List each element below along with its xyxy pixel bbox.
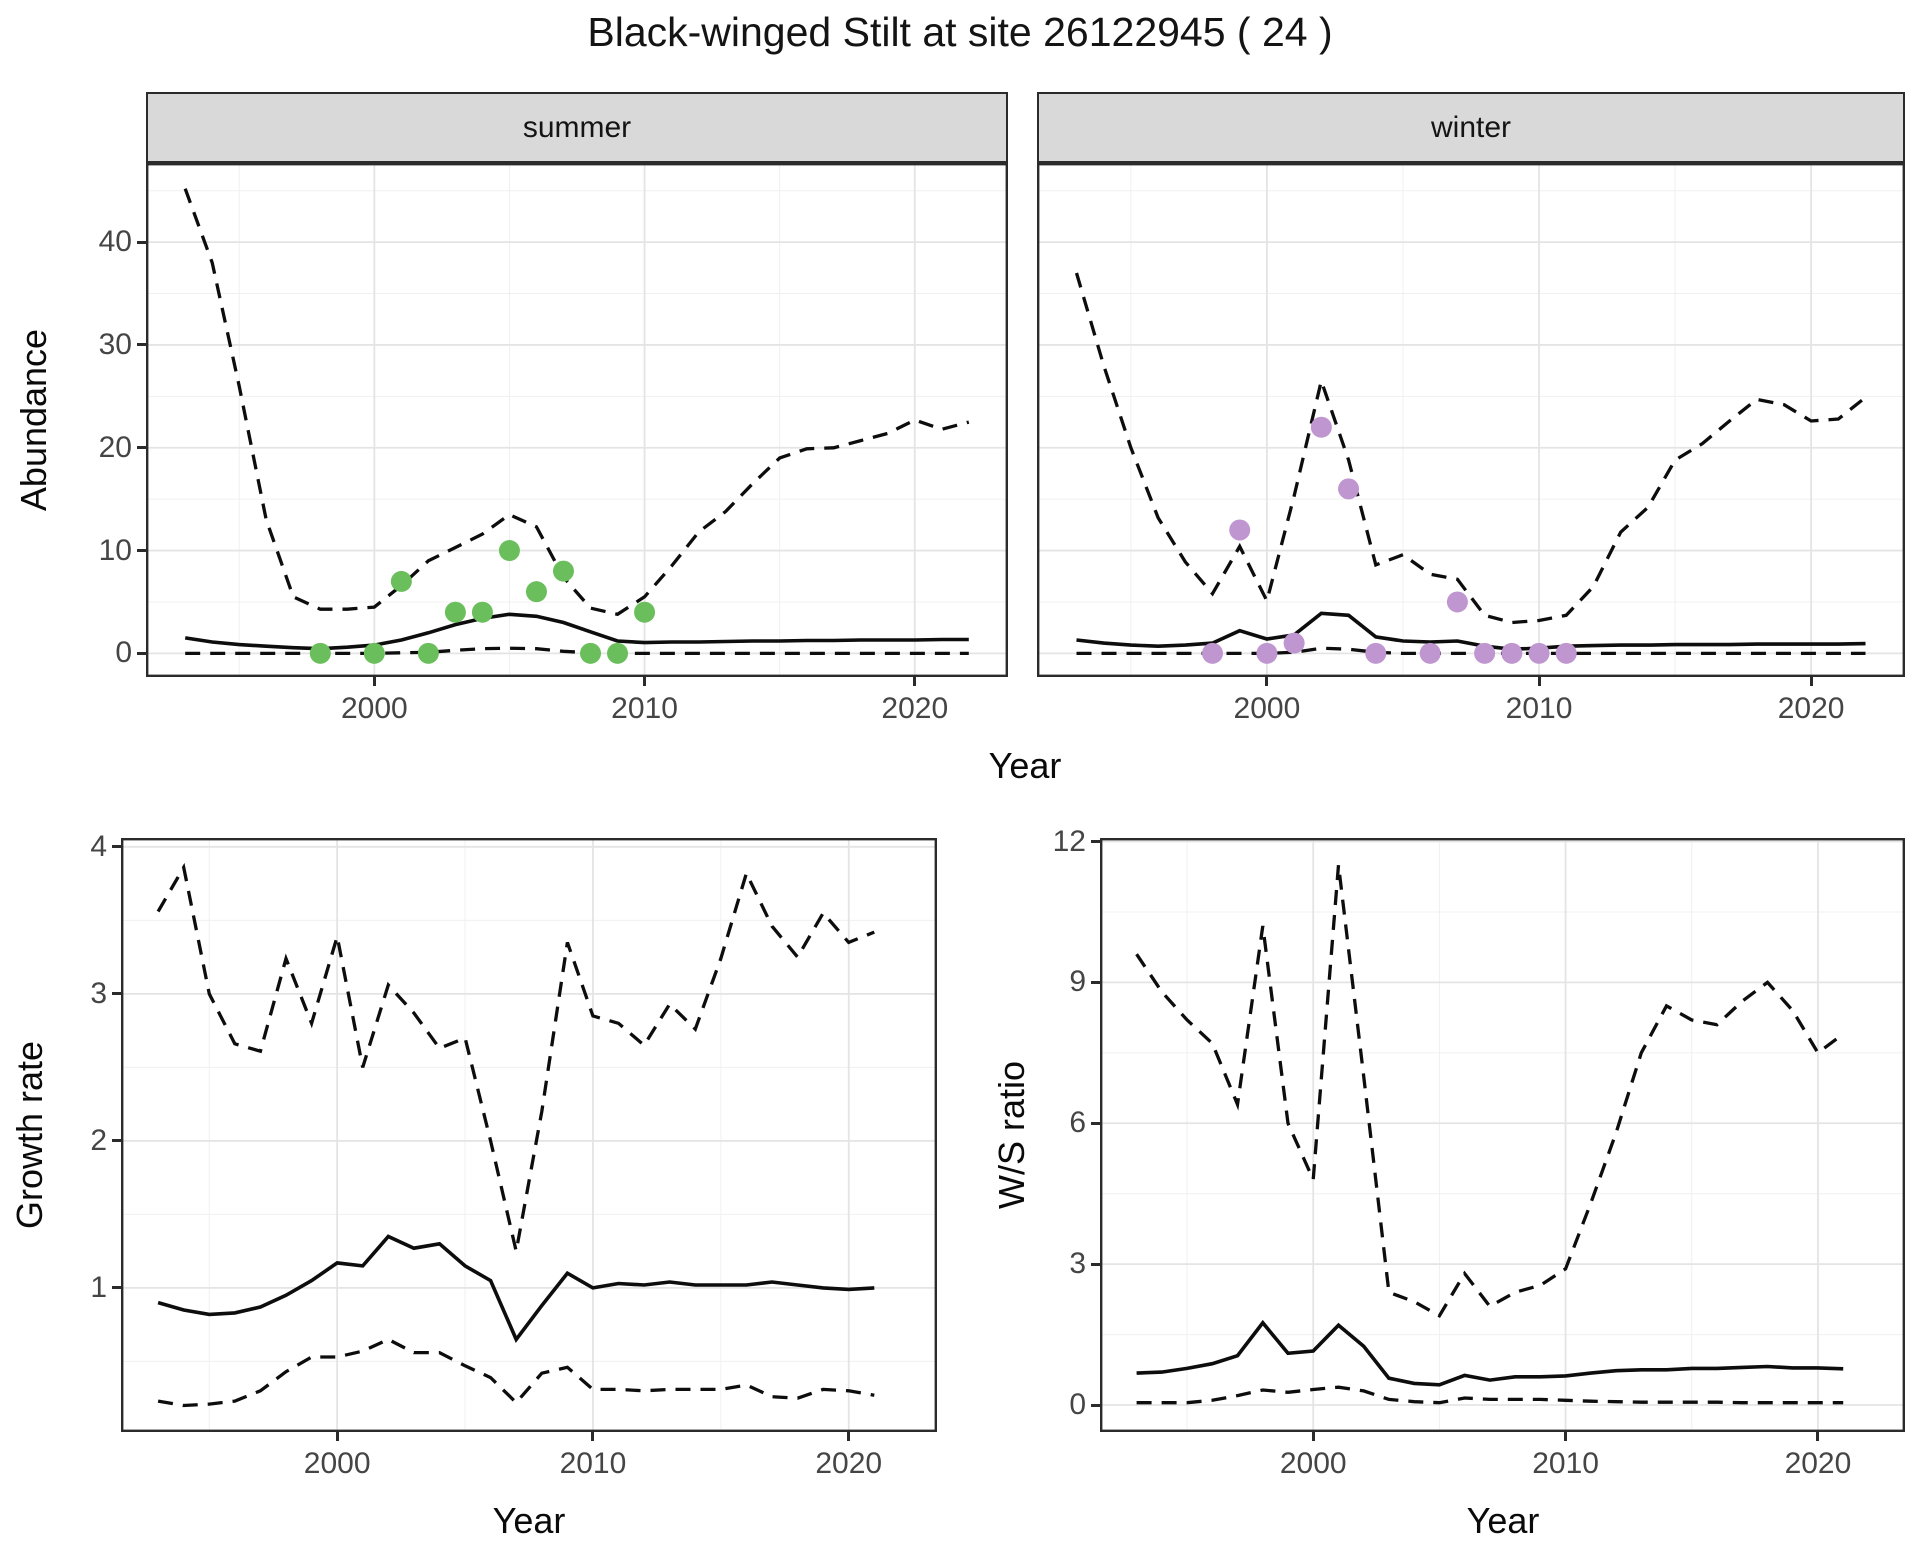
y-tick-label: 0 xyxy=(1069,1388,1086,1421)
y-tick-mark xyxy=(1091,1403,1100,1407)
series-fitted xyxy=(1136,1319,1844,1387)
series-upper_95ci xyxy=(183,188,970,617)
y-tick-mark xyxy=(137,549,146,553)
panel-abundance-winter xyxy=(1037,163,1905,677)
y-tick-mark xyxy=(137,446,146,450)
x-tick-mark xyxy=(643,677,647,686)
facet-strip-summer: summer xyxy=(146,92,1008,163)
observed-point xyxy=(471,601,493,623)
observed-point xyxy=(1474,642,1496,664)
panel-abundance-summer xyxy=(146,163,1008,677)
observed-point xyxy=(1528,642,1550,664)
y-tick-label: 6 xyxy=(1069,1106,1086,1140)
x-tick-label: 2000 xyxy=(1279,1447,1347,1480)
y-tick-label: 30 xyxy=(98,327,132,361)
chart-title: Black-winged Stilt at site 26122945 ( 24… xyxy=(587,9,1333,55)
observed-point xyxy=(309,642,331,664)
y-tick-mark xyxy=(1091,980,1100,984)
observed-point xyxy=(1555,642,1577,664)
x-axis-title-top: Year xyxy=(988,745,1062,786)
x-tick-mark xyxy=(1809,677,1813,686)
x-tick-label: 2010 xyxy=(1532,1447,1599,1480)
x-tick-mark xyxy=(1537,677,1541,686)
x-tick-mark xyxy=(1564,1432,1568,1441)
y-tick-mark xyxy=(112,1139,121,1143)
x-tick-mark xyxy=(913,677,917,686)
observed-point xyxy=(525,581,547,603)
x-tick-mark xyxy=(1265,677,1269,686)
observed-point xyxy=(498,540,520,562)
observed-point xyxy=(607,642,629,664)
y-tick-mark xyxy=(137,343,146,347)
x-tick-label: 2010 xyxy=(611,692,678,725)
observed-point xyxy=(580,642,602,664)
x-tick-label: 2010 xyxy=(559,1447,627,1480)
observed-point xyxy=(1283,632,1305,654)
observed-point xyxy=(1229,519,1251,541)
series-upper_95ci xyxy=(1135,864,1845,1319)
x-tick-label: 2020 xyxy=(1784,1447,1852,1480)
y-tick-label: 12 xyxy=(1052,824,1086,858)
y-tick-label: 10 xyxy=(98,533,132,567)
y-tick-mark xyxy=(1091,1121,1100,1125)
observed-point xyxy=(634,601,656,623)
x-tick-label: 2000 xyxy=(340,692,408,725)
observed-point xyxy=(1365,642,1387,664)
y-tick-mark xyxy=(1091,840,1100,844)
y-tick-mark xyxy=(137,240,146,244)
panel-ws-ratio xyxy=(1100,838,1905,1432)
y-tick-mark xyxy=(112,1286,121,1290)
x-axis-title-growth: Year xyxy=(492,1500,566,1541)
observed-point xyxy=(552,560,574,582)
x-tick-label: 2020 xyxy=(815,1447,883,1480)
y-tick-label: 3 xyxy=(90,976,107,1010)
series-fitted xyxy=(1076,611,1866,652)
y-tick-mark xyxy=(1091,1262,1100,1266)
x-tick-mark xyxy=(372,677,376,686)
y-tick-label: 0 xyxy=(115,636,132,670)
y-tick-label: 20 xyxy=(98,430,132,464)
x-tick-label: 2020 xyxy=(881,692,949,725)
series-lower_95ci xyxy=(1136,1385,1844,1405)
observed-point xyxy=(417,642,439,664)
x-tick-label: 2010 xyxy=(1505,692,1573,725)
y-tick-mark xyxy=(112,992,121,996)
facet-strip-winter: winter xyxy=(1037,92,1905,163)
observed-point xyxy=(444,601,466,623)
series-lower_95ci xyxy=(157,1337,875,1408)
x-tick-mark xyxy=(1311,1432,1315,1441)
y-tick-label: 4 xyxy=(90,829,107,863)
y-tick-label: 2 xyxy=(90,1123,107,1157)
observed-point xyxy=(1310,416,1332,438)
x-tick-mark xyxy=(847,1432,851,1441)
y-tick-label: 1 xyxy=(90,1270,107,1304)
y-tick-mark xyxy=(112,845,121,849)
observed-point xyxy=(1419,642,1441,664)
y-tick-label: 9 xyxy=(1069,965,1086,999)
observed-point xyxy=(1501,642,1523,664)
x-tick-mark xyxy=(335,1432,339,1441)
x-tick-mark xyxy=(1816,1432,1820,1441)
y-tick-label: 40 xyxy=(98,225,132,259)
x-tick-label: 2020 xyxy=(1777,692,1845,725)
observed-point xyxy=(1338,478,1360,500)
series-fitted xyxy=(157,1234,875,1343)
y-tick-label: 3 xyxy=(1069,1247,1086,1281)
panel-growth-rate xyxy=(121,838,937,1432)
x-tick-label: 2000 xyxy=(303,1447,371,1480)
series-upper_95ci xyxy=(156,862,875,1252)
observed-point xyxy=(390,570,412,592)
observed-point xyxy=(1446,591,1468,613)
observed-point xyxy=(1256,642,1278,664)
observed-point xyxy=(1202,642,1224,664)
x-tick-label: 2000 xyxy=(1233,692,1301,725)
y-axis-title-abundance: Abundance xyxy=(13,328,54,512)
observed-point xyxy=(363,642,385,664)
x-axis-title-ws: Year xyxy=(1466,1500,1540,1541)
x-tick-mark xyxy=(591,1432,595,1441)
y-tick-mark xyxy=(137,651,146,655)
